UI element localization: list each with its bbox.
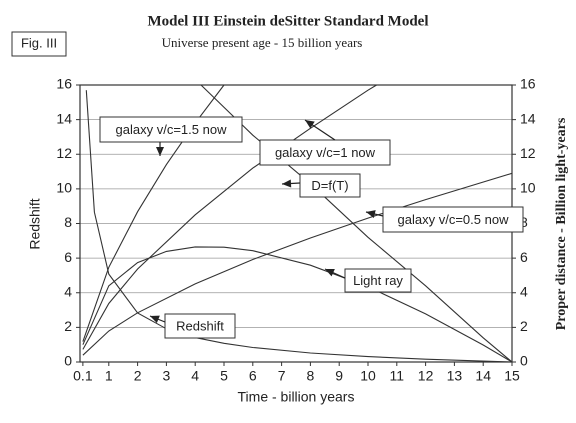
series-line bbox=[82, 172, 512, 356]
annotation: galaxy v/c=0.5 now bbox=[398, 212, 510, 227]
x-tick-label: 6 bbox=[249, 368, 257, 384]
x-tick-label: 8 bbox=[307, 368, 315, 384]
x-tick-label: 9 bbox=[335, 368, 343, 384]
y2-axis-label: Proper distance - Billion light-years bbox=[554, 117, 569, 330]
y-tick-label: 0 bbox=[64, 353, 72, 369]
x-tick-label: 1 bbox=[105, 368, 113, 384]
y2-tick-label: 10 bbox=[520, 180, 536, 196]
series-line bbox=[82, 84, 377, 350]
x-tick-label: 0.1 bbox=[73, 368, 93, 384]
annotation: Light ray bbox=[353, 273, 403, 288]
arrow-head bbox=[366, 210, 376, 218]
annotation: galaxy v/c=1.5 now bbox=[116, 122, 228, 137]
annotation: Redshift bbox=[176, 318, 224, 333]
x-tick-label: 4 bbox=[191, 368, 199, 384]
x-tick-label: 3 bbox=[163, 368, 171, 384]
series-line bbox=[82, 246, 512, 363]
y2-tick-label: 14 bbox=[520, 110, 536, 126]
x-tick-label: 13 bbox=[447, 368, 463, 384]
x-tick-label: 2 bbox=[134, 368, 142, 384]
annotation: D=f(T) bbox=[311, 178, 348, 193]
y2-tick-label: 2 bbox=[520, 318, 528, 334]
figure-label: Fig. III bbox=[21, 35, 57, 50]
annotation-box bbox=[344, 268, 412, 293]
figure-box bbox=[11, 31, 67, 57]
chart-subtitle: Universe present age - 15 billion years bbox=[162, 35, 363, 50]
y-tick-label: 14 bbox=[56, 110, 72, 126]
annotation-box bbox=[99, 116, 243, 143]
x-tick-label: 10 bbox=[360, 368, 376, 384]
y2-tick-label: 12 bbox=[520, 145, 536, 161]
y-tick-label: 4 bbox=[64, 283, 72, 299]
y-tick-label: 6 bbox=[64, 249, 72, 265]
y-tick-label: 12 bbox=[56, 145, 72, 161]
annotation-box bbox=[382, 206, 524, 233]
x-tick-label: 5 bbox=[220, 368, 228, 384]
arrow-head bbox=[282, 179, 292, 188]
y2-tick-label: 8 bbox=[520, 214, 528, 230]
y-tick-label: 16 bbox=[56, 76, 72, 92]
x-axis-label: Time - billion years bbox=[238, 389, 355, 405]
y2-tick-label: 16 bbox=[520, 76, 536, 92]
x-tick-label: 12 bbox=[418, 368, 434, 384]
y2-tick-label: 4 bbox=[520, 283, 528, 299]
arrow-head bbox=[305, 120, 315, 129]
arrow-head bbox=[325, 269, 335, 277]
x-tick-label: 7 bbox=[278, 368, 286, 384]
arrow-head bbox=[156, 147, 164, 156]
chart-title: Model III Einstein deSitter Standard Mod… bbox=[148, 13, 429, 29]
x-tick-label: 15 bbox=[504, 368, 520, 384]
series-line bbox=[200, 84, 512, 363]
y-tick-label: 8 bbox=[64, 214, 72, 230]
x-tick-label: 11 bbox=[390, 368, 405, 384]
arrow-head bbox=[150, 315, 160, 324]
annotation-box bbox=[164, 313, 236, 339]
annotation-box bbox=[299, 173, 361, 198]
series-line bbox=[85, 90, 512, 363]
annotation-box bbox=[259, 139, 391, 166]
y-axis-label: Redshift bbox=[27, 198, 43, 249]
annotation: galaxy v/c=1 now bbox=[275, 145, 376, 160]
x-tick-label: 14 bbox=[475, 368, 491, 384]
y2-tick-label: 0 bbox=[520, 353, 528, 369]
y2-tick-label: 6 bbox=[520, 249, 528, 265]
y-tick-label: 2 bbox=[64, 318, 72, 334]
y-tick-label: 10 bbox=[56, 180, 72, 196]
